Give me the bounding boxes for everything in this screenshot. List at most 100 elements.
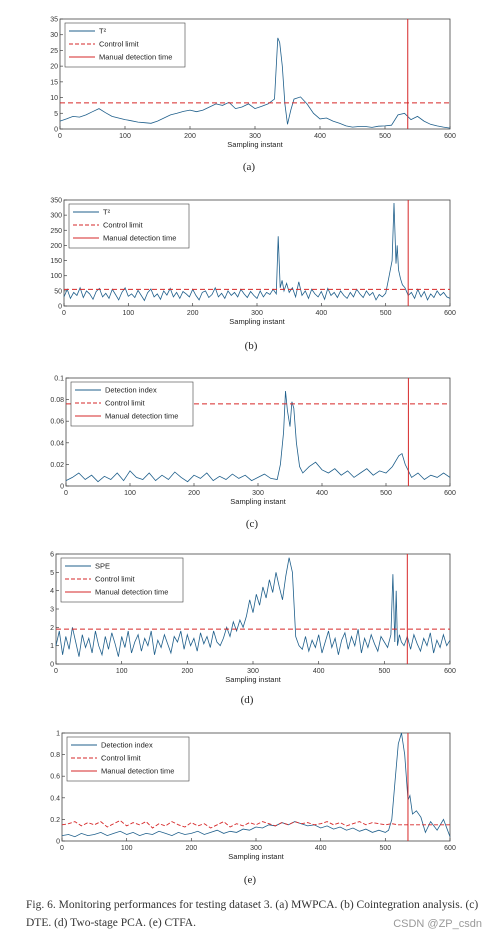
legend-entry: Control limit <box>103 221 144 230</box>
x-tick-label: 100 <box>119 133 131 140</box>
y-tick-label: 50 <box>54 288 62 295</box>
x-tick-label: 500 <box>380 310 392 317</box>
y-tick-label: 0.2 <box>50 817 60 824</box>
y-tick-label: 100 <box>50 273 62 280</box>
legend-entry: Manual detection time <box>103 234 176 243</box>
x-tick-label: 100 <box>121 845 133 852</box>
y-tick-label: 0.02 <box>50 462 64 469</box>
x-axis-label: Sampling instant <box>229 317 285 326</box>
legend-entry: Manual detection time <box>105 412 178 421</box>
x-tick-label: 300 <box>247 668 259 675</box>
y-tick-label: 20 <box>50 64 58 71</box>
y-tick-label: 0 <box>56 839 60 846</box>
legend <box>64 22 186 68</box>
y-tick-label: 0.8 <box>50 752 60 759</box>
y-tick-label: 350 <box>50 198 62 205</box>
x-tick-label: 300 <box>251 310 263 317</box>
x-tick-label: 200 <box>181 668 193 675</box>
y-tick-label: 4 <box>50 588 54 595</box>
x-tick-label: 600 <box>444 845 456 852</box>
x-tick-label: 100 <box>122 310 134 317</box>
legend-entry: Detection index <box>101 741 153 750</box>
legend-entry: SPE <box>95 562 110 571</box>
y-tick-label: 0.1 <box>54 376 64 383</box>
watermark: CSDN @ZP_csdn <box>393 918 482 930</box>
x-tick-label: 600 <box>444 490 456 497</box>
y-tick-label: 2 <box>50 625 54 632</box>
legend-entry: T² <box>103 208 111 217</box>
y-tick-label: 6 <box>50 552 54 559</box>
y-tick-label: 0 <box>60 484 64 491</box>
chart-panel-4: 0 100 200 300 400 500 600 0 1 2 3 4 5 6 Sampling insta… <box>50 552 456 707</box>
x-tick-label: 500 <box>380 490 392 497</box>
y-tick-label: 1 <box>50 643 54 650</box>
legend <box>68 203 190 249</box>
chart-panel-5: 0 100 200 300 400 500 600 0 0.2 0.4 0.6 0.8 1 Samplin… <box>50 731 456 887</box>
y-tick-label: 0 <box>58 304 62 311</box>
x-tick-label: 600 <box>444 668 456 675</box>
series-line <box>65 390 451 483</box>
y-tick-label: 3 <box>50 607 54 614</box>
panel-label: (c) <box>246 518 259 530</box>
x-tick-label: 500 <box>378 668 390 675</box>
x-tick-label: 0 <box>60 845 64 852</box>
y-tick-label: 10 <box>50 95 58 102</box>
y-tick-label: 250 <box>50 228 62 235</box>
y-tick-label: 300 <box>50 213 62 220</box>
legend-entry: Control limit <box>99 40 140 49</box>
panel-label: (a) <box>243 161 256 173</box>
legend-entry: Control limit <box>95 575 136 584</box>
series-line <box>63 202 451 302</box>
chart-panel-1: 0 100 200 300 400 500 600 0 5 10 15 20 25 30 35 Samplin… <box>50 17 456 174</box>
y-tick-label: 1 <box>56 731 60 738</box>
legend-entry: Detection index <box>105 386 157 395</box>
y-tick-label: 30 <box>50 32 58 39</box>
panel-label: (e) <box>244 874 257 886</box>
y-tick-label: 0.06 <box>50 419 64 426</box>
legend <box>70 381 194 427</box>
x-tick-label: 400 <box>314 133 326 140</box>
x-tick-label: 400 <box>315 845 327 852</box>
x-tick-label: 500 <box>379 133 391 140</box>
legend-entry: Manual detection time <box>99 53 172 62</box>
x-tick-label: 0 <box>64 490 68 497</box>
y-tick-label: 0.4 <box>50 795 60 802</box>
x-tick-label: 600 <box>444 310 456 317</box>
x-axis-label: Sampling instant <box>230 497 286 506</box>
y-tick-label: 25 <box>50 48 58 55</box>
y-tick-label: 5 <box>50 570 54 577</box>
y-tick-label: 5 <box>54 111 58 118</box>
x-tick-label: 300 <box>250 845 262 852</box>
x-tick-label: 0 <box>62 310 66 317</box>
x-tick-label: 200 <box>188 490 200 497</box>
x-tick-label: 200 <box>185 845 197 852</box>
x-tick-label: 200 <box>184 133 196 140</box>
y-tick-label: 0.6 <box>50 774 60 781</box>
y-tick-label: 35 <box>50 17 58 24</box>
y-tick-label: 150 <box>50 258 62 265</box>
x-tick-label: 100 <box>116 668 128 675</box>
x-tick-label: 300 <box>249 133 261 140</box>
x-tick-label: 100 <box>124 490 136 497</box>
x-tick-label: 300 <box>252 490 264 497</box>
x-tick-label: 400 <box>313 668 325 675</box>
x-axis-label: Sampling instant <box>225 675 281 684</box>
y-tick-label: 200 <box>50 243 62 250</box>
x-tick-label: 0 <box>54 668 58 675</box>
y-tick-label: 0.04 <box>50 440 64 447</box>
y-tick-label: 15 <box>50 79 58 86</box>
series-line <box>59 37 451 129</box>
legend-entry: Control limit <box>105 399 146 408</box>
y-tick-label: 0 <box>54 127 58 134</box>
panel-label: (b) <box>245 340 258 352</box>
x-tick-label: 200 <box>187 310 199 317</box>
x-tick-label: 500 <box>379 845 391 852</box>
x-tick-label: 400 <box>316 490 328 497</box>
legend <box>60 557 184 603</box>
figure-caption: Fig. 6. Monitoring performances for test… <box>26 899 479 929</box>
x-axis-label: Sampling instant <box>227 140 283 149</box>
x-tick-label: 0 <box>58 133 62 140</box>
panel-label: (d) <box>241 694 254 706</box>
control-limit-line <box>61 819 450 829</box>
